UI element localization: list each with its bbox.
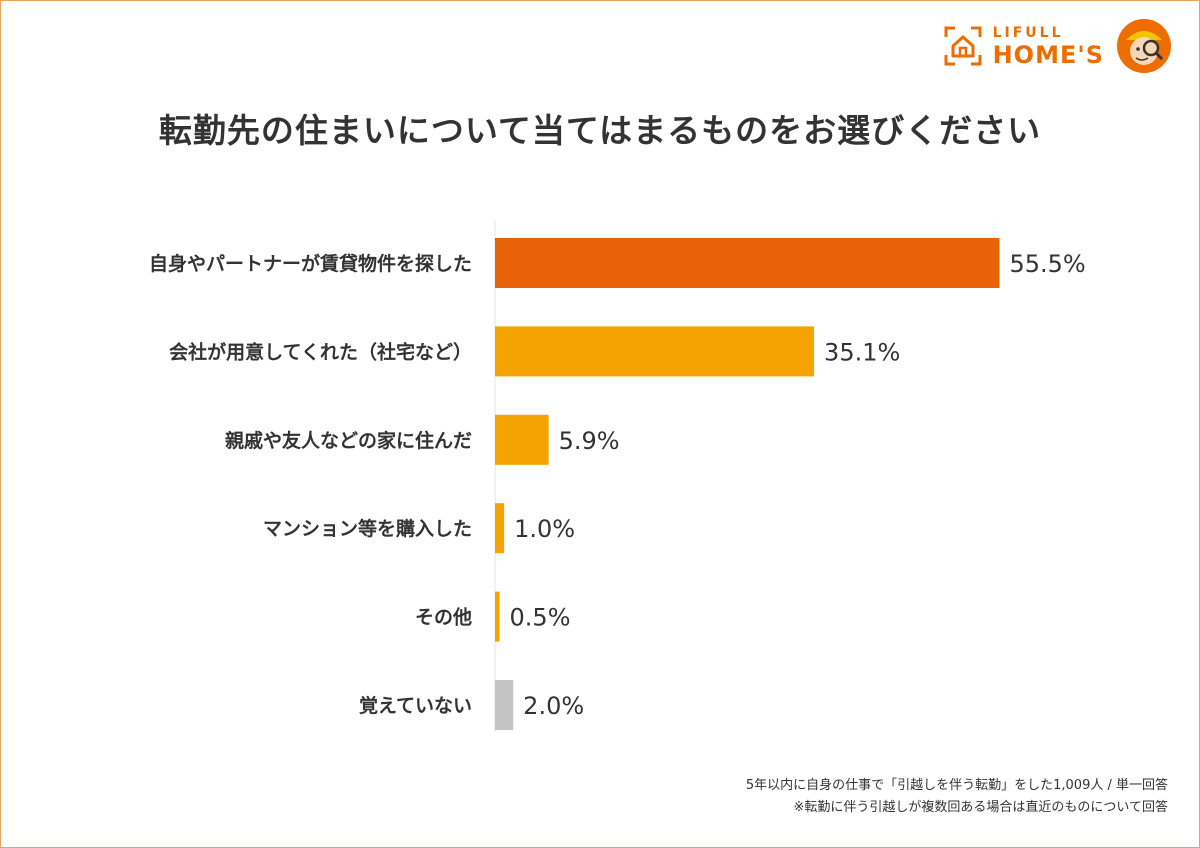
value-label-1: 35.1%: [824, 338, 900, 366]
value-label-3: 1.0%: [514, 515, 575, 543]
category-label-0: 自身やパートナーが賃貸物件を探した: [149, 252, 472, 275]
category-label-5: 覚えていない: [359, 694, 472, 717]
category-label-4: その他: [415, 606, 472, 629]
bar-0: [495, 238, 1000, 288]
mascot-icon: [1117, 19, 1171, 73]
brand-logo: LIFULL HOME'S: [943, 18, 1172, 74]
brand-top-text: LIFULL: [992, 24, 1064, 41]
footnote-sample: 5年以内に自身の仕事で「引越しを伴う転勤」をした1,009人 / 単一回答: [745, 778, 1168, 793]
value-label-5: 2.0%: [523, 692, 584, 720]
bar-1: [495, 326, 815, 377]
brand-name-text: HOME'S: [992, 40, 1104, 69]
chart-title: 転勤先の住まいについて当てはまるものをお選びください: [158, 111, 1042, 150]
bar-2: [495, 414, 549, 465]
footnote-condition: ※転勤に伴う引越しが複数回ある場合は直近のものについて回答: [793, 800, 1168, 815]
footnotes: 5年以内に自身の仕事で「引越しを伴う転勤」をした1,009人 / 単一回答 ※転…: [746, 775, 1168, 819]
value-label-4: 0.5%: [510, 604, 571, 632]
category-label-1: 会社が用意してくれた（社宅など）: [169, 340, 472, 363]
category-label-2: 親戚や友人などの家に住んだ: [225, 429, 472, 452]
bar-3: [495, 503, 505, 554]
bar-4: [495, 591, 500, 642]
category-label-3: マンション等を購入した: [263, 517, 472, 540]
bar-5: [495, 680, 514, 730]
value-label-0: 55.5%: [1009, 250, 1085, 278]
value-label-2: 5.9%: [559, 427, 620, 455]
house-logo-icon: [944, 26, 982, 66]
